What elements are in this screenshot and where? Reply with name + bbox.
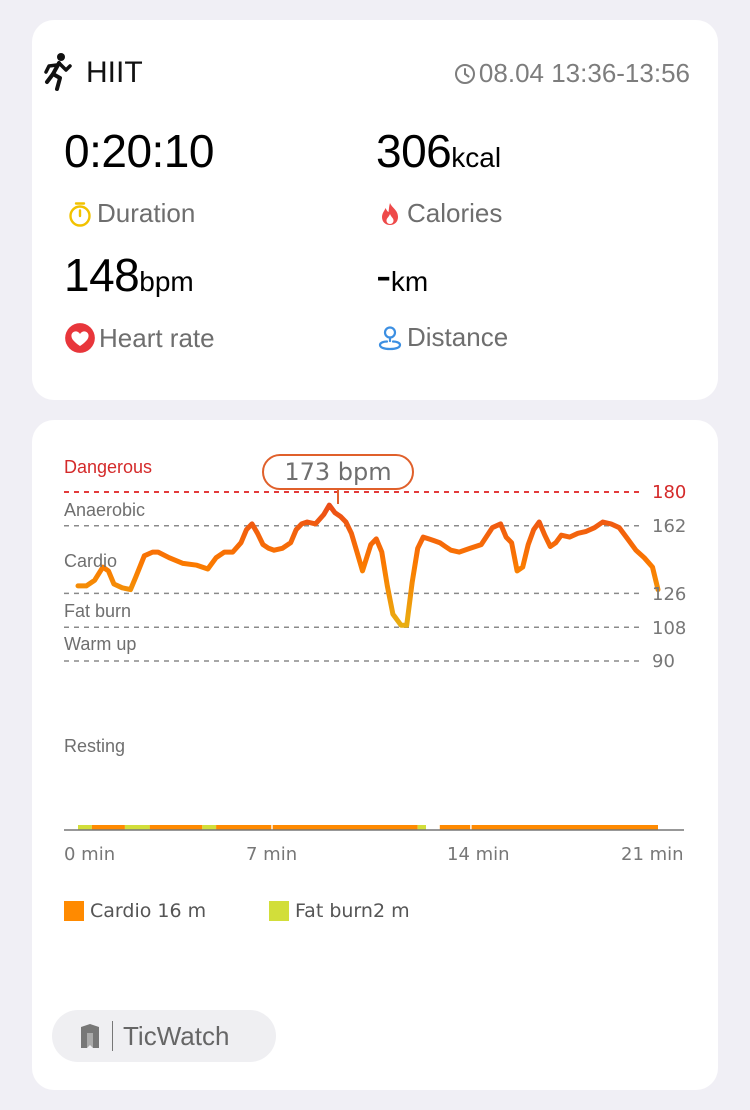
zone-time-segment (471, 825, 658, 830)
x-tick-14: 14 min (447, 844, 510, 865)
distance-label: Distance (407, 322, 509, 352)
calories-stat: 306kcal (376, 124, 501, 178)
zone-label-fat-burn: Fat burn (64, 601, 132, 621)
distance-stat: -km (376, 248, 428, 302)
location-pin-icon (378, 325, 402, 350)
heart-icon (65, 323, 95, 353)
zone-time-segment (91, 825, 125, 830)
zone-time-segment (125, 825, 150, 830)
workout-time-range: 08.04 13:36-13:56 (453, 58, 690, 89)
ticwatch-logo-icon (81, 1024, 99, 1048)
max-bpm-callout: 173 bpm (262, 454, 414, 490)
flame-icon (382, 202, 398, 225)
distance-label-row: Distance (376, 322, 508, 353)
y-tick-162: 162 (652, 516, 687, 537)
zone-time-segment (78, 825, 92, 830)
zone-time-bars (78, 825, 658, 830)
zone-label-resting: Resting (64, 736, 126, 756)
zone-label-anaerobic: Anaerobic (64, 500, 146, 520)
stopwatch-icon (69, 201, 91, 227)
duration-stat: 0:20:10 (64, 124, 214, 178)
x-tick-0: 0 min (64, 844, 116, 865)
legend-swatch-fat-burn (269, 901, 289, 921)
distance-unit: km (390, 266, 429, 297)
heart-rate-label: Heart rate (99, 322, 215, 353)
y-tick-180: 180 (652, 482, 687, 503)
calories-label-row: Calories (376, 198, 502, 229)
heart-rate-unit: bpm (139, 266, 194, 297)
distance-value: - (376, 249, 391, 301)
brand-name: TicWatch (123, 1020, 230, 1051)
x-tick-7: 7 min (246, 844, 298, 865)
x-tick-21: 21 min (621, 844, 684, 865)
zone-time-segment (202, 825, 217, 830)
zone-time-segment (272, 825, 418, 830)
running-person-icon (44, 53, 72, 91)
workout-summary-card: HIIT 08.04 13:36-13:56 0:20:10 Duration … (32, 20, 718, 400)
duration-label-row: Duration (66, 198, 195, 229)
y-tick-108: 108 (652, 618, 687, 639)
ticwatch-brand-button[interactable]: TicWatch (52, 1010, 276, 1062)
zone-grid-lines (64, 491, 644, 662)
zone-label-warm-up: Warm up (64, 634, 137, 654)
activity-title: HIIT (86, 56, 143, 89)
brand-separator (112, 1021, 113, 1051)
clock-icon (454, 63, 475, 84)
zone-time-segment (439, 825, 471, 830)
zone-time-segment (417, 825, 426, 830)
heart-rate-line (75, 502, 661, 628)
duration-value: 0:20:10 (64, 125, 214, 177)
legend-text-cardio: Cardio 16 m (90, 900, 207, 922)
heart-rate-value: 148 (64, 249, 140, 301)
heart-rate-chart-card: 173 bpm Dangerous Anaerobic Cardio Fat b… (32, 420, 718, 1090)
legend-cardio: Cardio 16 m (64, 900, 206, 922)
calories-value: 306 (376, 125, 452, 177)
zone-label-cardio: Cardio (64, 551, 118, 571)
zone-label-dangerous: Dangerous (64, 457, 153, 477)
zone-time-segment (149, 825, 203, 830)
legend-swatch-cardio (64, 901, 84, 921)
heart-rate-stat: 148bpm (64, 248, 194, 302)
legend-text-fat-burn: Fat burn2 m (295, 900, 410, 922)
heart-rate-label-row: Heart rate (64, 322, 215, 354)
time-range-text: 08.04 13:36-13:56 (478, 58, 690, 88)
y-tick-126: 126 (652, 584, 687, 605)
heart-rate-chart (64, 488, 684, 831)
duration-label: Duration (97, 198, 196, 228)
y-tick-90: 90 (652, 651, 675, 672)
calories-unit: kcal (451, 142, 502, 173)
calories-label: Calories (407, 198, 503, 228)
zone-time-segment (216, 825, 272, 830)
legend-fat-burn: Fat burn2 m (269, 900, 410, 922)
